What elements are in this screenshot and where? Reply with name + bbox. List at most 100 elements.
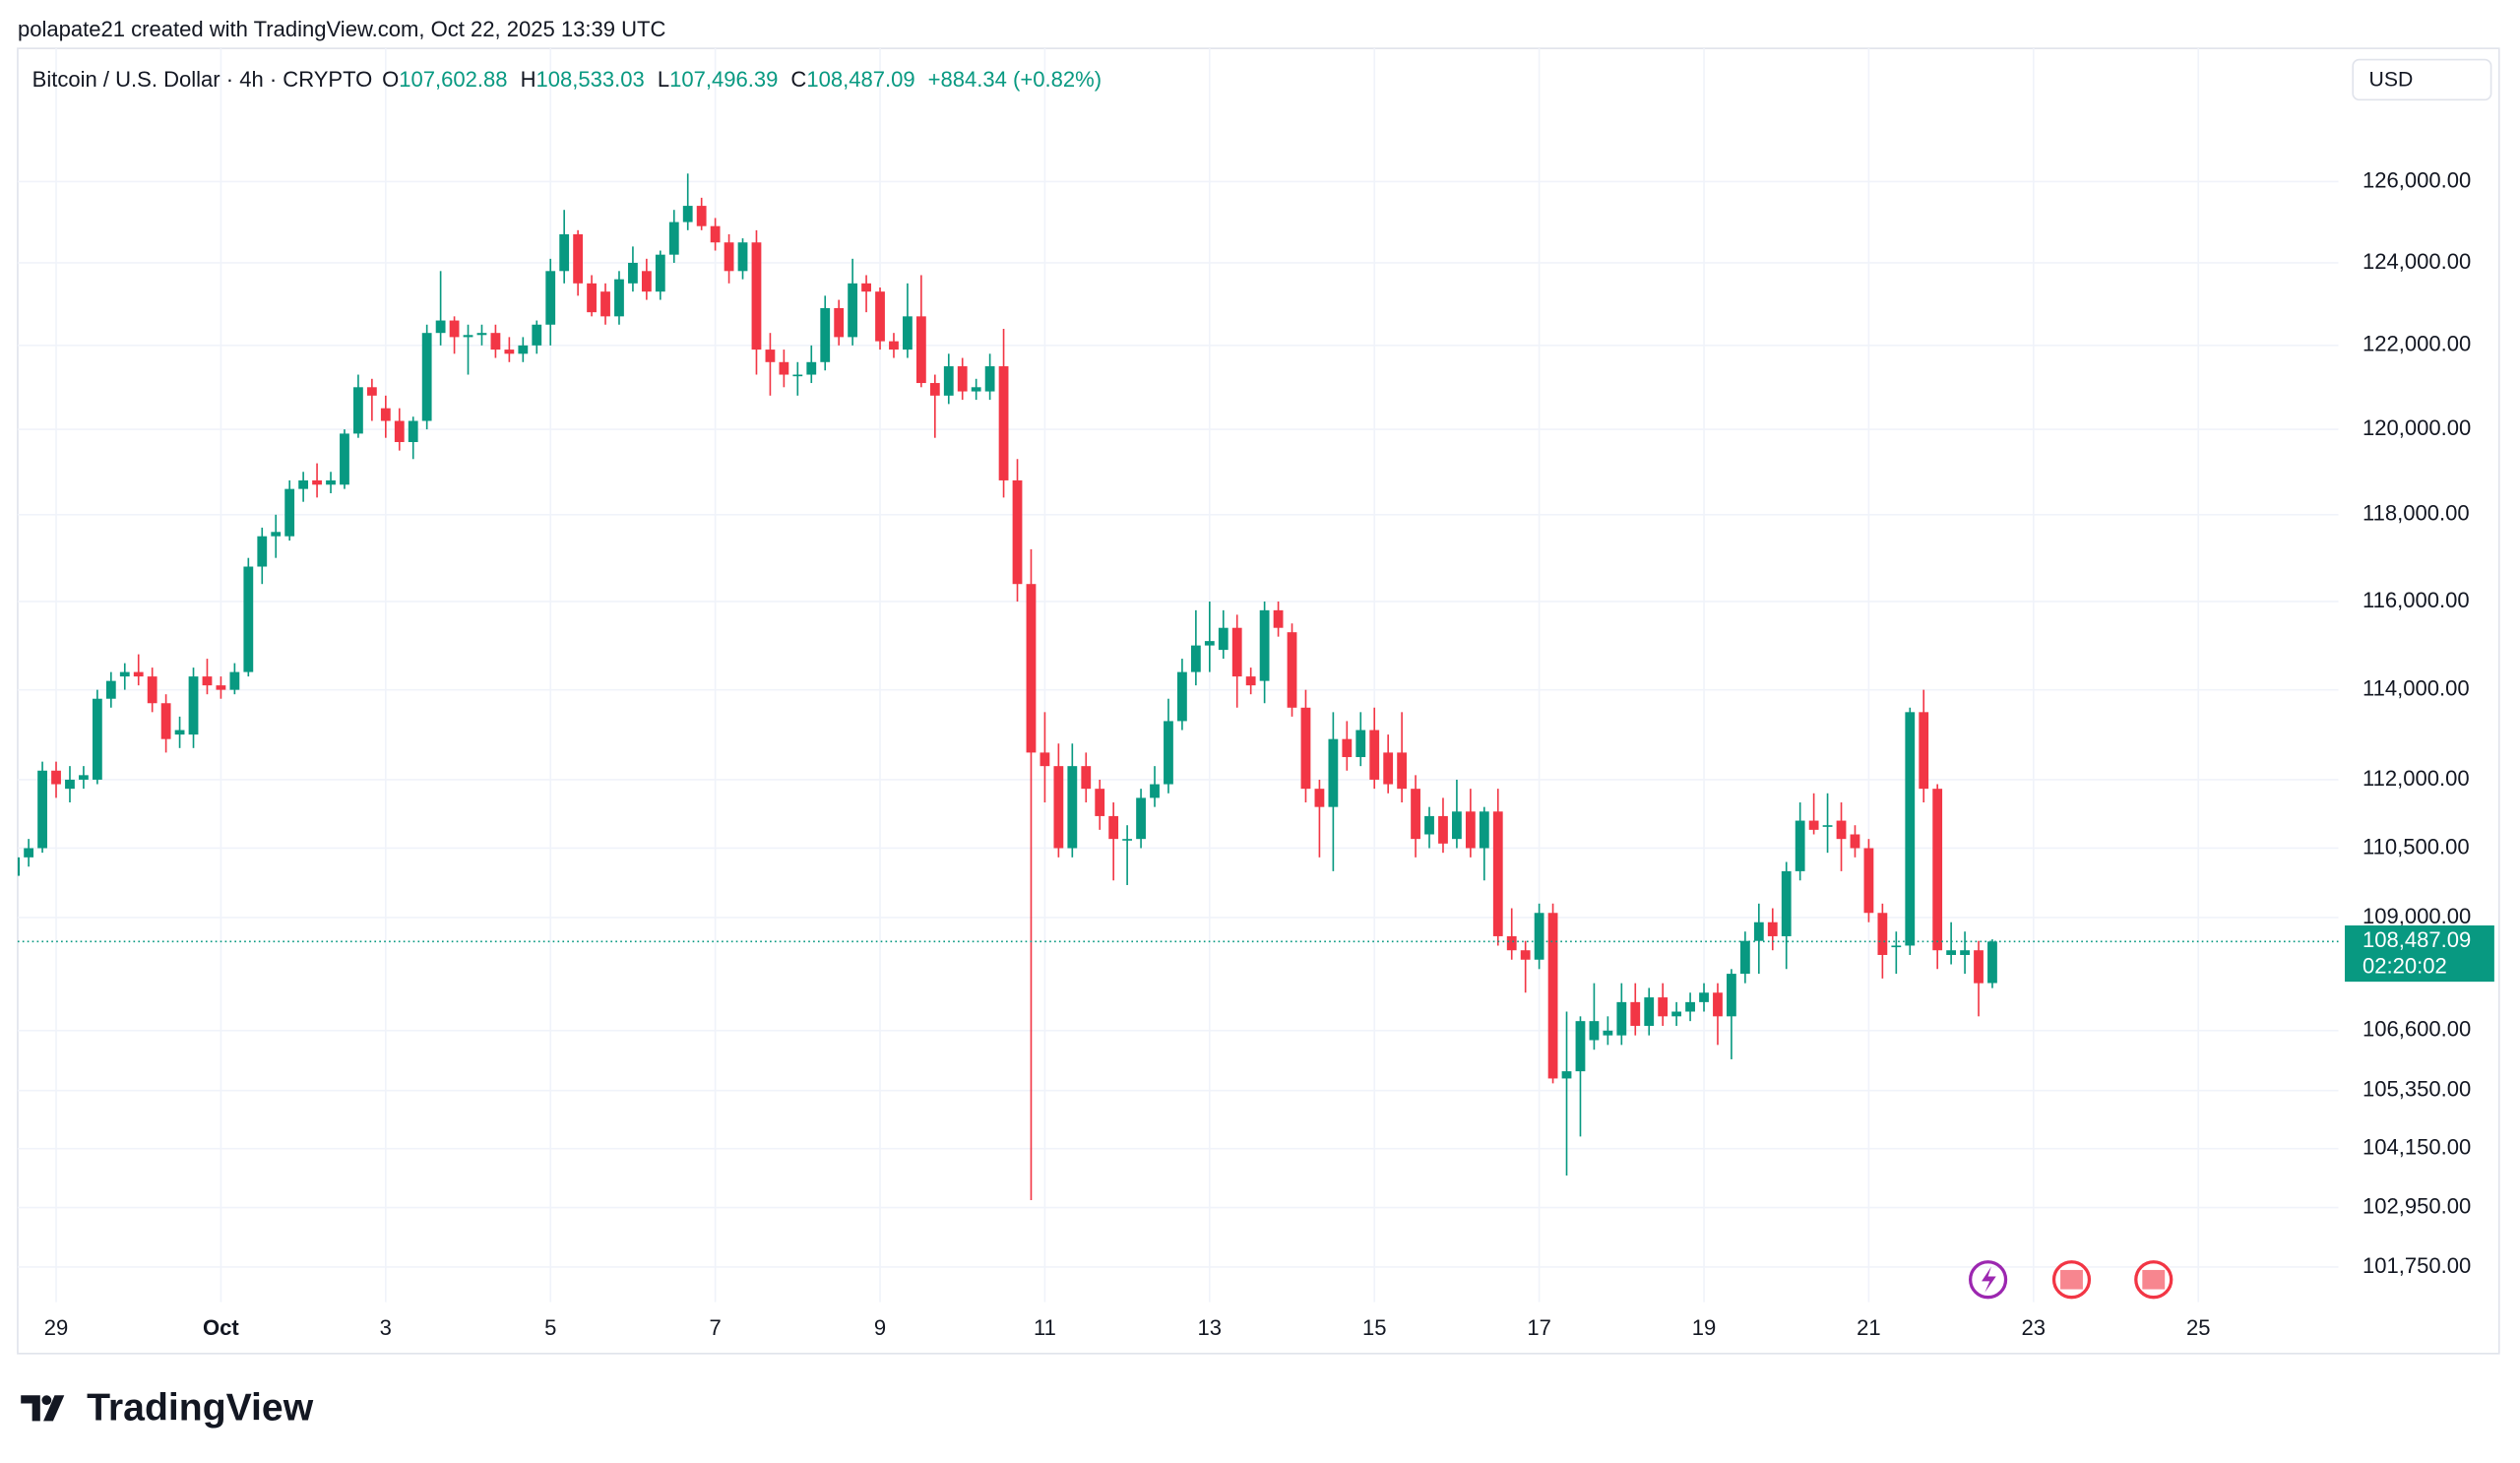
candle-body — [1863, 848, 1874, 914]
candles — [17, 173, 1997, 1201]
x-tick-label: 23 — [2022, 1315, 2047, 1340]
candle-body — [79, 775, 89, 780]
candle-body — [1081, 766, 1092, 790]
candle-body — [24, 848, 34, 858]
candle-body — [573, 233, 584, 284]
candle-body — [984, 366, 995, 392]
y-tick-label: 124,000.00 — [2362, 249, 2471, 274]
grid — [17, 48, 2339, 1303]
candle-body — [133, 671, 144, 677]
candle-body — [1987, 941, 1997, 984]
ohlc-key: C — [790, 67, 806, 92]
last-price-box — [2345, 924, 2494, 983]
candle-body — [1095, 789, 1105, 816]
candle-body — [1012, 479, 1023, 585]
y-tick-label: 116,000.00 — [2362, 588, 2470, 612]
candle-body — [216, 685, 226, 690]
candle-body — [1658, 997, 1669, 1017]
candle-body — [1438, 815, 1448, 844]
candle-body — [284, 488, 295, 537]
candle-body — [1713, 992, 1723, 1017]
logo-text: TradingView — [87, 1386, 314, 1429]
candle-body — [929, 383, 940, 396]
candle-body — [1575, 1021, 1586, 1072]
candle-body — [1589, 1021, 1600, 1041]
ohlc-value: 108,533.03 — [536, 67, 645, 92]
ohlc-value: 108,487.09 — [806, 67, 914, 92]
candle-body — [1877, 913, 1888, 955]
candle-body — [1946, 950, 1957, 955]
candle-body — [435, 320, 446, 334]
candle-body — [532, 324, 542, 346]
logo-mark — [21, 1395, 65, 1422]
ohlc-value: 107,602.88 — [399, 67, 507, 92]
candle-body — [668, 222, 679, 255]
candle-body — [160, 703, 171, 739]
candle-body — [545, 271, 556, 325]
candle-body — [765, 350, 776, 362]
candle-body — [518, 345, 529, 354]
candle-body — [1122, 839, 1133, 841]
candle-body — [1671, 1011, 1682, 1017]
candle-body — [1136, 797, 1146, 840]
legend: Bitcoin / U.S. Dollar · 4h · CRYPTO O107,… — [32, 67, 1102, 92]
candle-body — [1328, 738, 1339, 807]
y-tick-label: 106,600.00 — [2362, 1017, 2471, 1042]
candle-body — [380, 408, 391, 421]
candle-body — [1603, 1030, 1613, 1036]
candle-body — [257, 536, 268, 567]
y-tick-label: 118,000.00 — [2362, 501, 2470, 526]
candle-body — [202, 676, 213, 686]
x-tick-label: 21 — [1857, 1315, 1881, 1340]
candle-body — [943, 366, 954, 396]
candle-body — [1479, 811, 1489, 849]
candle-body — [1492, 811, 1503, 936]
candle-body — [889, 341, 899, 350]
candle-body — [737, 242, 748, 272]
candle-body — [1150, 784, 1160, 798]
y-tick-label: 122,000.00 — [2362, 332, 2471, 356]
candle-body — [696, 206, 707, 226]
currency-button[interactable] — [2352, 58, 2492, 101]
x-tick-label: 11 — [1034, 1315, 1056, 1340]
x-tick-label: 29 — [44, 1315, 69, 1340]
candle-body — [1452, 811, 1462, 840]
candle-body — [326, 479, 336, 485]
candle-body — [1218, 627, 1228, 651]
last-price-label: 108,487.09 — [2362, 927, 2471, 952]
y-tick-label: 126,000.00 — [2362, 167, 2471, 192]
event-icon[interactable] — [1969, 1260, 2008, 1300]
y-tick-label: 102,950.00 — [2362, 1193, 2471, 1218]
candle-body — [1753, 922, 1764, 941]
candle-body — [792, 374, 803, 377]
candle-body — [1739, 940, 1750, 975]
candle-body — [1822, 825, 1833, 827]
candle-body — [1164, 721, 1173, 785]
candle-body — [1190, 645, 1201, 672]
candle-body — [366, 387, 377, 396]
candle-body — [1960, 950, 1970, 955]
candle-body — [1727, 974, 1736, 1017]
x-tick-label: 15 — [1362, 1315, 1387, 1340]
x-tick-label: 9 — [874, 1315, 886, 1340]
candle-body — [751, 242, 762, 350]
candle-body — [1355, 730, 1366, 757]
x-tick-label: 5 — [544, 1315, 556, 1340]
ohlc-key: L — [658, 67, 669, 92]
candle-body — [353, 387, 363, 434]
candle-body — [1685, 1001, 1695, 1012]
candle-body — [1300, 707, 1311, 790]
y-tick-label: 105,350.00 — [2362, 1076, 2471, 1101]
y-tick-label: 104,150.00 — [2362, 1135, 2471, 1160]
candle-body — [1397, 752, 1408, 790]
candle-body — [1905, 712, 1916, 946]
candle-body — [682, 206, 693, 223]
x-tick-label: Oct — [203, 1315, 239, 1340]
candle-body — [271, 532, 282, 537]
candle-body — [188, 676, 199, 735]
candle-body — [587, 283, 597, 313]
x-tick-label: 3 — [380, 1315, 392, 1340]
candle-body — [1245, 676, 1256, 686]
candle-body — [1932, 789, 1943, 951]
x-tick-label: 25 — [2186, 1315, 2211, 1340]
